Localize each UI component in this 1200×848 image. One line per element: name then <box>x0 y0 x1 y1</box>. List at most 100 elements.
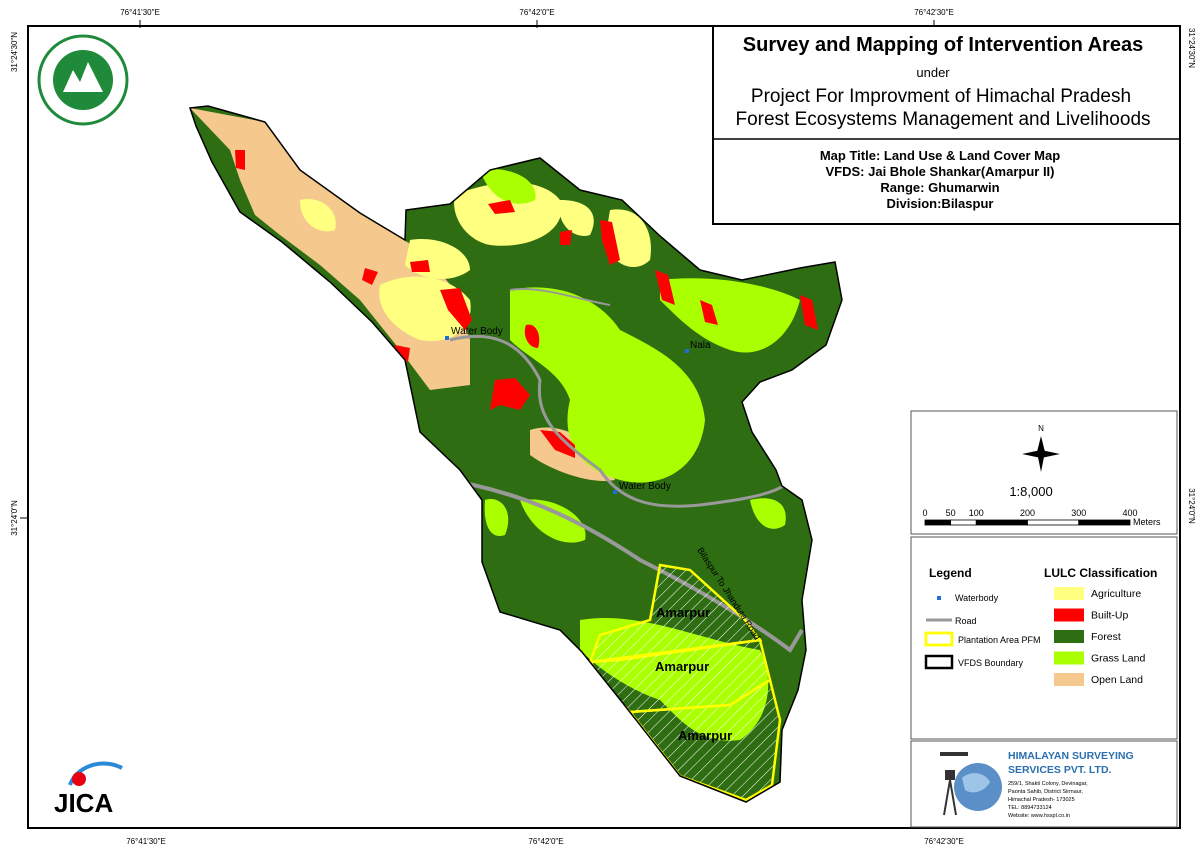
built-up <box>600 220 620 265</box>
coord-label: 76°42'30"E <box>914 8 954 17</box>
lulc-swatch <box>1054 673 1084 686</box>
built-up <box>488 200 515 214</box>
plantation-label: Amarpur <box>678 728 732 743</box>
lulc-item: Grass Land <box>1091 653 1145 665</box>
coord-label: 76°42'0"E <box>519 8 554 17</box>
scale-tick-label: 200 <box>1020 508 1035 518</box>
lulc-swatch <box>1054 587 1084 600</box>
coord-label: 31°24'30"N <box>1187 28 1196 68</box>
scale-segment <box>1027 519 1080 526</box>
grass-land <box>510 287 705 483</box>
north-label: N <box>1038 424 1044 433</box>
scale-tick-label: 0 <box>922 508 927 518</box>
company-address: 259/1, Shakti Colony, Devinagar, Paonta S… <box>1008 781 1088 819</box>
project-line: Project For Improvment of Himachal Prade… <box>751 86 1131 107</box>
lulc-item: Agriculture <box>1091 588 1141 600</box>
built-up <box>362 268 378 285</box>
project-line: Forest Ecosystems Management and Livelih… <box>735 109 1150 130</box>
built-up <box>540 430 575 458</box>
scale-box <box>910 410 1178 535</box>
coord-label: 31°24'0"N <box>10 500 19 536</box>
scale-tick-label: 50 <box>946 508 956 518</box>
waterbody-point <box>613 490 617 494</box>
agriculture <box>300 199 336 232</box>
coord-label: 76°41'30"E <box>120 8 160 17</box>
scale-unit: Meters <box>1133 517 1161 527</box>
company-logo <box>940 752 1002 816</box>
plantation-label: Amarpur <box>656 605 710 620</box>
north-arrow <box>1022 436 1060 472</box>
scale-segment <box>975 519 1028 526</box>
scale-bar: 0 50 100 200 300 400 <box>922 508 1138 526</box>
forest-dept-logo <box>37 34 129 126</box>
built-up <box>235 150 245 170</box>
lulc-legend: Agriculture Built-Up Forest Grass Land Open … <box>1054 587 1145 686</box>
address-line: Paonta Sahib, District Sirmaur, <box>1008 789 1083 795</box>
company-name: SERVICES PVT. LTD. <box>1008 764 1112 776</box>
built-up <box>490 378 530 410</box>
grass-land <box>520 499 586 543</box>
subtitle: under <box>916 65 950 80</box>
built-up <box>655 270 675 305</box>
scale-segment <box>950 519 977 526</box>
legend-symbol <box>924 631 954 647</box>
built-up <box>800 295 818 330</box>
built-up <box>524 324 540 348</box>
grass-land <box>750 498 786 529</box>
agriculture <box>559 200 594 236</box>
road <box>509 288 611 306</box>
plantation-label: Amarpur <box>655 659 709 674</box>
coord-label: 76°42'30"E <box>924 837 964 846</box>
map-title: Map Title: Land Use & Land Cover Map <box>820 148 1060 163</box>
grass-land <box>480 169 536 204</box>
vfds: VFDS: Jai Bhole Shankar(Amarpur II) <box>826 164 1055 179</box>
jica-text: JICA <box>54 788 113 818</box>
lulc-item: Built-Up <box>1091 610 1129 622</box>
legend-title: Legend <box>929 566 972 580</box>
road <box>434 476 804 653</box>
scale-tick-label: 400 <box>1122 508 1137 518</box>
legend-item: Waterbody <box>955 593 999 603</box>
lulc-map <box>190 106 842 802</box>
built-up <box>700 300 718 325</box>
grass-land <box>484 499 509 536</box>
lulc-swatch <box>1054 651 1084 665</box>
road <box>449 334 786 508</box>
jica-logo: JICA <box>54 761 123 818</box>
lulc-item: Open Land <box>1091 674 1143 686</box>
address-line: Website: www.hsspl.co.in <box>1008 813 1070 819</box>
address-line: TEL: 8894733124 <box>1008 805 1052 811</box>
waterbody-point <box>445 336 449 340</box>
built-up <box>440 288 472 330</box>
coord-label: 76°41'30"E <box>126 837 166 846</box>
division: Division:Bilaspur <box>887 196 994 211</box>
legend-item: Road <box>955 616 977 626</box>
legend-symbol <box>924 631 954 647</box>
map-frame <box>27 25 1181 829</box>
legend-item: VFDS Boundary <box>958 658 1024 668</box>
lulc-item: Forest <box>1091 631 1121 643</box>
scale-tick-label: 100 <box>969 508 984 518</box>
range: Range: Ghumarwin <box>880 180 999 195</box>
map-label: Nala <box>690 340 711 351</box>
lulc-swatch <box>1054 630 1084 643</box>
scale-segment <box>924 519 952 526</box>
company-name: HIMALAYAN SURVEYING <box>1008 750 1134 762</box>
scale-segment <box>1078 519 1131 526</box>
grass-land <box>660 278 800 353</box>
title-block <box>712 25 1181 225</box>
legend-box <box>910 536 1178 740</box>
coord-label: 76°42'0"E <box>528 837 563 846</box>
legend-item: Plantation Area PFM <box>958 635 1041 645</box>
legend-symbol <box>937 596 941 600</box>
map-label: Water Body <box>619 481 671 492</box>
built-up <box>410 260 430 272</box>
map-label: Water Body <box>451 326 503 337</box>
legend-symbol <box>924 654 954 670</box>
lulc-swatch <box>1054 608 1084 622</box>
coord-label: 31°24'0"N <box>1187 488 1196 524</box>
address-line: 259/1, Shakti Colony, Devinagar, <box>1008 781 1088 787</box>
title: Survey and Mapping of Intervention Areas <box>743 34 1143 56</box>
